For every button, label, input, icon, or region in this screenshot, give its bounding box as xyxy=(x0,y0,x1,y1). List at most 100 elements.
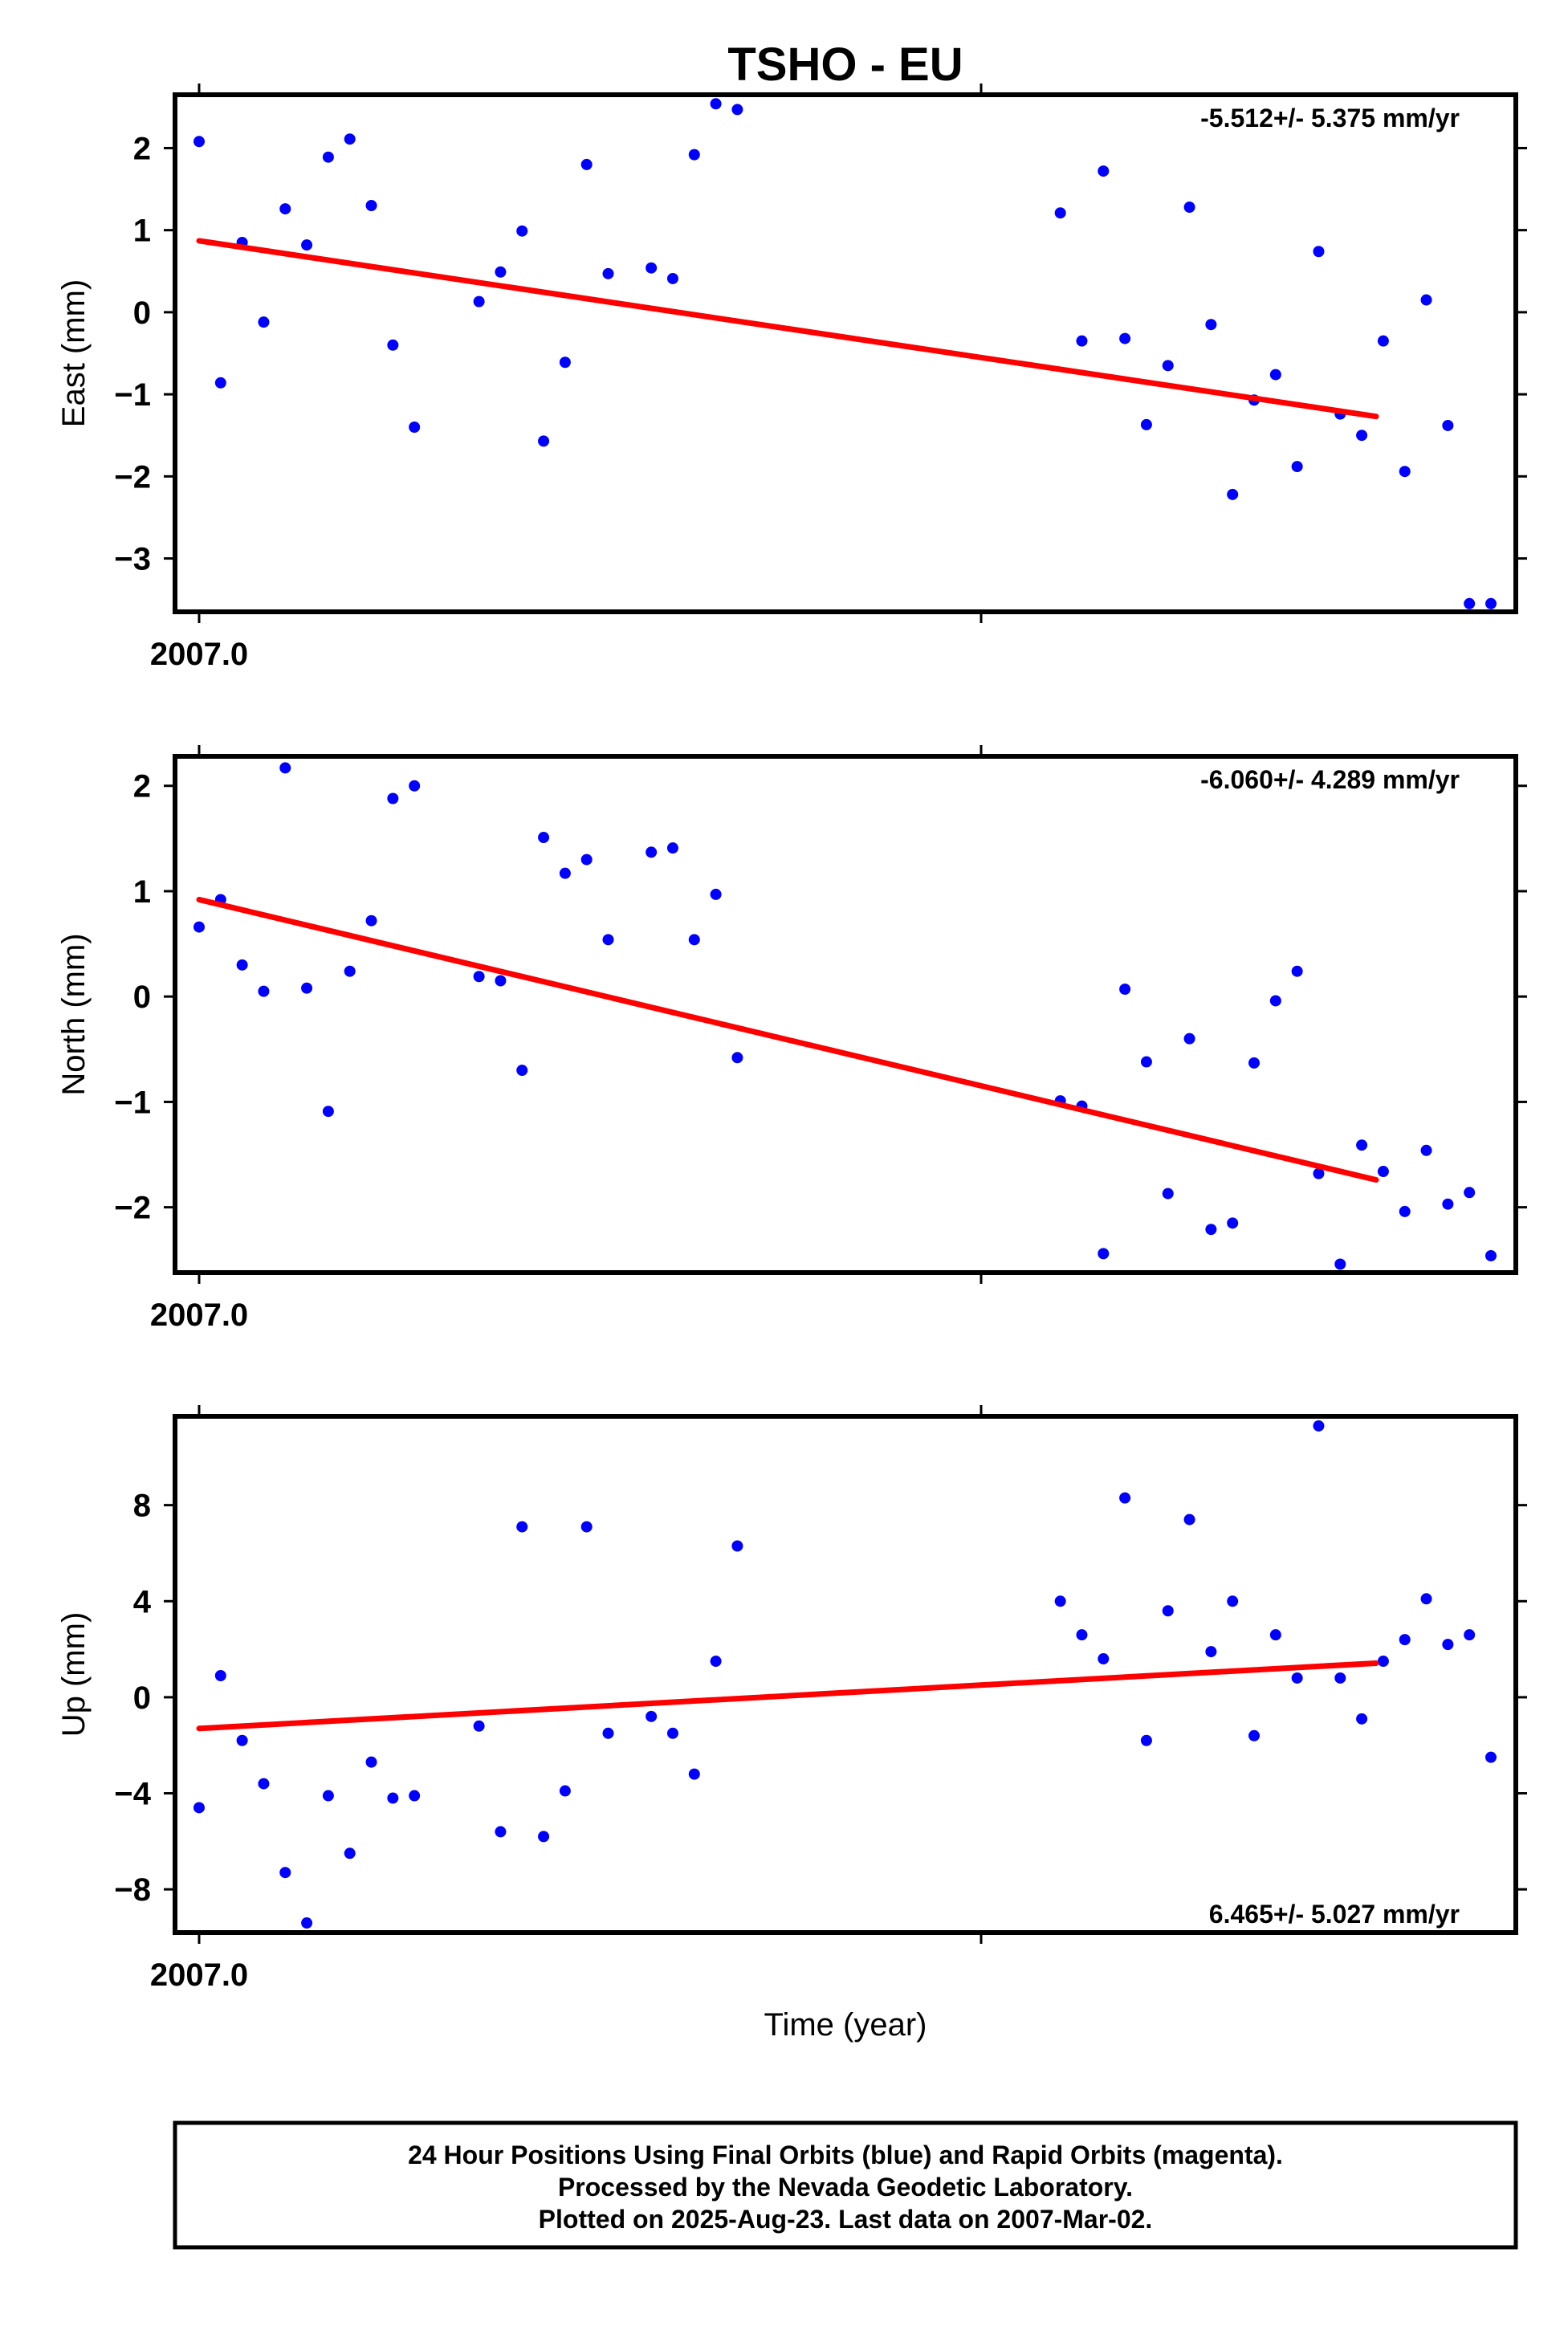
up-data-point xyxy=(646,1710,658,1722)
up-data-point xyxy=(1162,1605,1174,1617)
up-data-point xyxy=(1399,1634,1411,1646)
east-data-point xyxy=(1098,165,1110,177)
east-data-point xyxy=(666,272,678,284)
north-plot-frame xyxy=(173,754,1518,1275)
north-data-point xyxy=(1399,1205,1411,1217)
up-data-point xyxy=(1054,1595,1066,1607)
east-data-point xyxy=(688,149,700,161)
up-data-point xyxy=(1269,1629,1281,1641)
x-axis-label: Time (year) xyxy=(764,2007,927,2043)
east-data-point xyxy=(1162,360,1174,372)
east-data-point xyxy=(710,98,722,110)
north-xtick-label: 2007.0 xyxy=(150,1297,248,1333)
up-data-point xyxy=(258,1778,270,1790)
up-data-point xyxy=(473,1720,485,1732)
footer-line-1: 24 Hour Positions Using Final Orbits (bl… xyxy=(408,2141,1283,2169)
up-data-point xyxy=(1227,1595,1239,1607)
up-data-point xyxy=(214,1669,226,1681)
north-ytick-label: 0 xyxy=(133,980,151,1015)
north-data-point xyxy=(1227,1217,1239,1229)
north-data-point xyxy=(559,867,571,879)
north-data-point xyxy=(473,971,485,983)
up-data-point xyxy=(559,1785,571,1797)
up-data-point xyxy=(1291,1672,1303,1684)
chart-title: TSHO - EU xyxy=(727,39,963,91)
up-data-point xyxy=(602,1727,614,1739)
east-data-point xyxy=(1464,597,1476,609)
north-data-point xyxy=(538,832,550,844)
up-data-point xyxy=(1098,1653,1110,1665)
up-xtick-label: 2007.0 xyxy=(150,1957,248,1993)
east-data-point xyxy=(1183,202,1195,214)
north-data-point xyxy=(1119,984,1131,996)
up-ytick-label: 8 xyxy=(133,1489,151,1524)
north-data-point xyxy=(1162,1187,1174,1200)
north-data-point xyxy=(1356,1139,1368,1151)
up-data-point xyxy=(1464,1629,1476,1641)
east-ytick-label: 2 xyxy=(133,131,151,166)
north-data-point xyxy=(1205,1224,1217,1236)
east-data-point xyxy=(538,435,550,447)
east-data-point xyxy=(495,266,507,278)
east-data-point xyxy=(387,339,399,351)
up-data-point xyxy=(279,1867,291,1879)
up-ytick-label: 4 xyxy=(133,1584,152,1619)
north-data-point xyxy=(365,914,377,927)
east-data-point xyxy=(1356,430,1368,442)
north-rate-annotation: -6.060+/- 4.289 mm/yr xyxy=(1200,765,1460,794)
up-data-point xyxy=(1248,1729,1261,1741)
north-data-point xyxy=(1313,1167,1325,1179)
footer-border xyxy=(173,2120,1518,2250)
east-data-point xyxy=(646,262,658,274)
north-ytick-label: 2 xyxy=(133,769,151,805)
east-data-point xyxy=(322,151,334,163)
up-ylabel: Up (mm) xyxy=(56,1612,92,1737)
north-data-point xyxy=(1377,1166,1389,1178)
up-ytick-label: −4 xyxy=(114,1777,151,1812)
east-data-point xyxy=(344,133,356,145)
north-data-point xyxy=(1291,965,1303,977)
up-data-point xyxy=(301,1917,313,1929)
east-data-point xyxy=(1291,461,1303,473)
east-data-point xyxy=(1076,335,1088,347)
up-data-point xyxy=(1140,1734,1152,1746)
up-ytick-label: −8 xyxy=(114,1872,151,1908)
east-data-point xyxy=(365,200,377,211)
east-ylabel: East (mm) xyxy=(56,279,92,427)
up-data-point xyxy=(580,1521,593,1533)
up-ytick-label: 0 xyxy=(133,1680,151,1716)
east-ytick-label: 0 xyxy=(133,295,151,331)
up-data-point xyxy=(1442,1639,1454,1651)
east-trend-line xyxy=(196,238,1379,420)
north-data-point xyxy=(387,792,399,805)
east-data-point xyxy=(1485,597,1497,609)
north-data-point xyxy=(1248,1057,1261,1069)
north-data-point xyxy=(1420,1144,1432,1156)
north-data-point xyxy=(1269,995,1281,1007)
east-plot-frame xyxy=(173,92,1518,614)
north-ytick-label: 1 xyxy=(133,874,151,910)
up-data-point xyxy=(1356,1713,1368,1725)
east-data-point xyxy=(409,422,421,433)
up-panel: 8 4 0 −4 −8 2007.0 Up (mm) 6.465+/- 5.027 mm/yr xyxy=(56,1405,1527,1993)
east-ytick-label: 1 xyxy=(133,214,151,249)
east-data-point xyxy=(559,356,571,369)
east-data-point xyxy=(1313,246,1325,258)
north-data-point xyxy=(710,888,722,900)
east-data-point xyxy=(258,316,270,328)
footer-line-3: Plotted on 2025-Aug-23. Last data on 200… xyxy=(539,2205,1153,2234)
north-data-point xyxy=(580,853,593,866)
north-data-point xyxy=(409,780,421,792)
east-data-point xyxy=(580,158,593,170)
east-data-point xyxy=(1054,207,1066,219)
up-data-point xyxy=(387,1792,399,1804)
footer-line-2: Processed by the Nevada Geodetic Laborat… xyxy=(558,2173,1133,2202)
up-data-point xyxy=(516,1521,528,1533)
north-data-point xyxy=(1140,1056,1152,1068)
east-data-point xyxy=(1442,419,1454,431)
up-data-point xyxy=(344,1847,356,1860)
east-data-point xyxy=(731,104,743,116)
up-data-point xyxy=(1119,1492,1131,1504)
up-data-point xyxy=(710,1656,722,1668)
footer-box: 24 Hour Positions Using Final Orbits (bl… xyxy=(173,2120,1518,2250)
